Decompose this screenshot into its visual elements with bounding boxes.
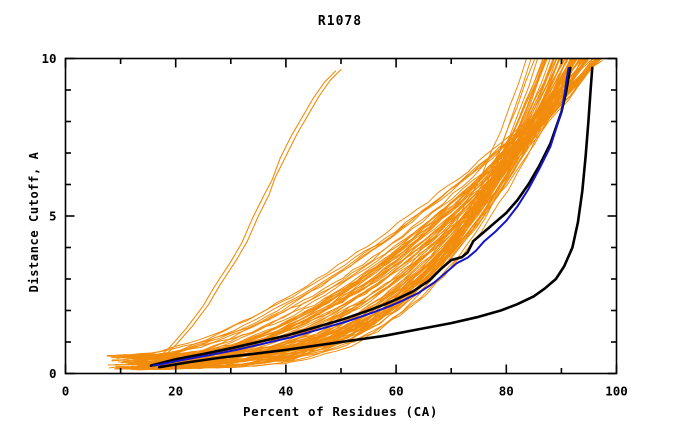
highlight-curve-blue-reference bbox=[152, 66, 570, 367]
x-axis-label: Percent of Residues (CA) bbox=[242, 404, 438, 419]
x-tick-label: 0 bbox=[62, 384, 70, 399]
y-tick-label: 10 bbox=[41, 51, 56, 66]
ensemble-curves bbox=[106, 58, 603, 371]
y-tick-label: 5 bbox=[49, 209, 57, 224]
ensemble-curve bbox=[127, 58, 602, 357]
page-title: R1078 bbox=[317, 14, 363, 29]
ensemble-curve bbox=[134, 58, 600, 363]
x-tick-label: 40 bbox=[278, 384, 293, 399]
ensemble-curve bbox=[142, 58, 599, 370]
ensemble-curve bbox=[122, 58, 560, 369]
ensemble-curve bbox=[140, 58, 572, 357]
ensemble-curve bbox=[122, 58, 574, 363]
ensemble-curve bbox=[111, 58, 584, 361]
x-tick-label: 100 bbox=[605, 384, 628, 399]
x-tick-label: 60 bbox=[389, 384, 404, 399]
plot-axes bbox=[64, 57, 618, 375]
ensemble-curve bbox=[150, 59, 597, 358]
ensemble-curve bbox=[141, 58, 576, 363]
ensemble-curve bbox=[114, 58, 598, 366]
ensemble-curve bbox=[141, 60, 603, 369]
y-tick-label: 0 bbox=[49, 366, 57, 381]
outlier-curve bbox=[158, 68, 342, 362]
x-tick-label: 80 bbox=[499, 384, 514, 399]
highlight-curve-black-lower bbox=[157, 66, 594, 369]
x-tick-label: 20 bbox=[168, 384, 183, 399]
highlight-curves bbox=[149, 66, 594, 369]
ensemble-curve bbox=[153, 58, 572, 370]
tick-labels: 0 20 40 60 80 100 0 5 10 bbox=[41, 51, 627, 399]
outlier-curve bbox=[153, 70, 337, 364]
ensemble-curve bbox=[109, 58, 597, 357]
ensemble-curve bbox=[153, 58, 600, 361]
